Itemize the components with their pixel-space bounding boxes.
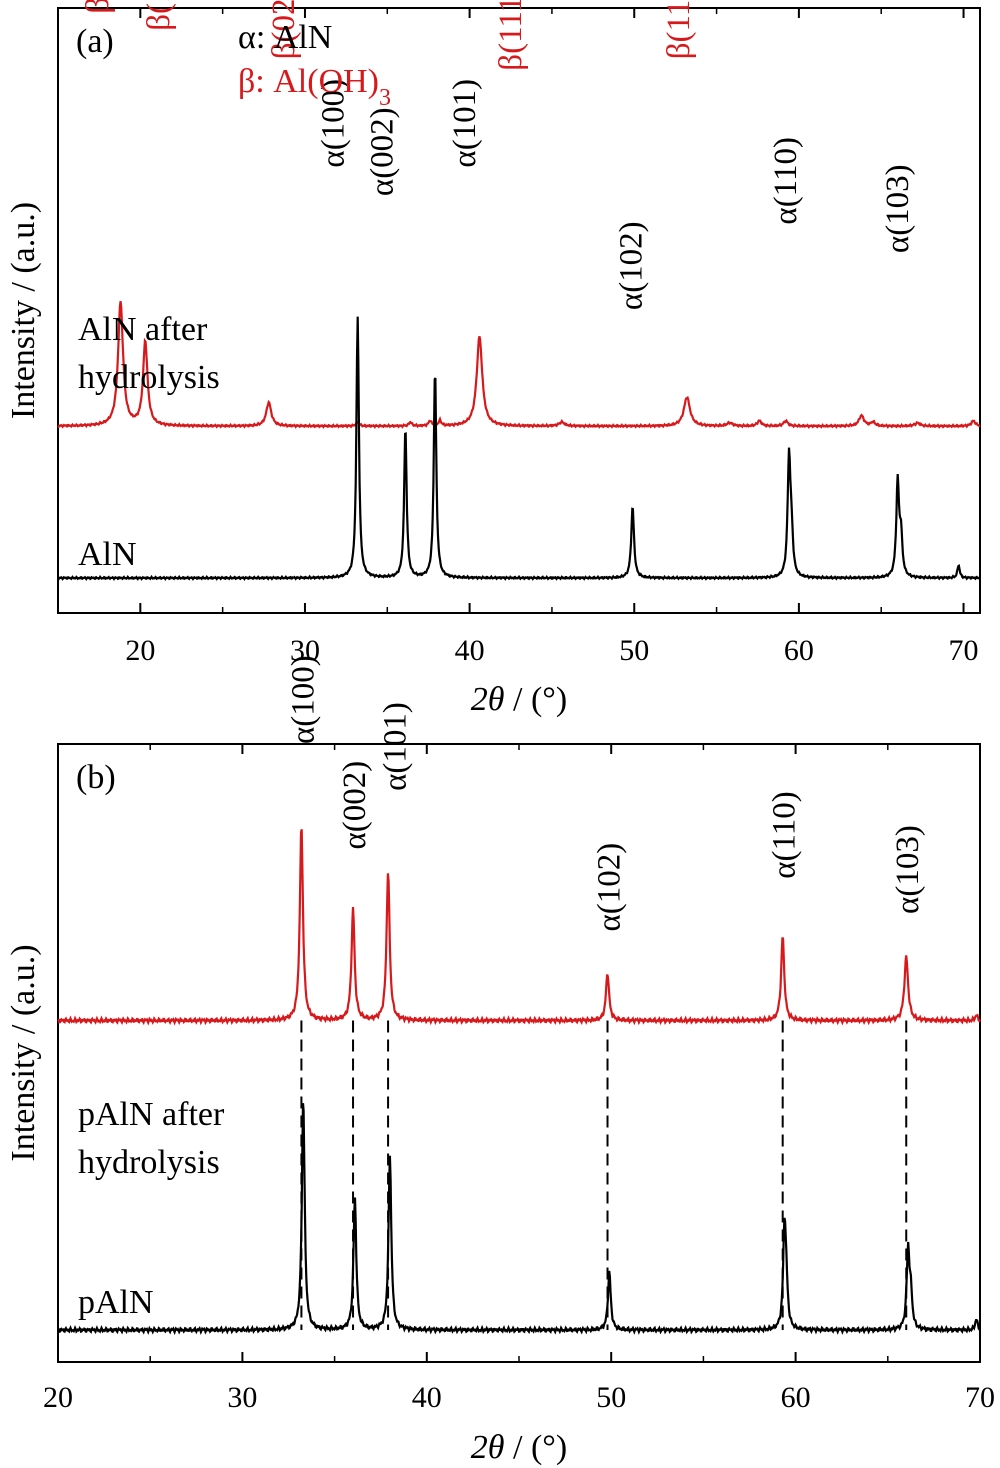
- x-axis-title: 2θ / (°): [471, 681, 567, 718]
- peak-label: β(112): [661, 0, 697, 59]
- x-tick-label: 70: [949, 634, 979, 667]
- series-label: AlN after: [78, 311, 208, 348]
- x-tick-label: 70: [965, 1381, 995, 1414]
- peak-label: α(002): [365, 107, 401, 196]
- x-tick-label: 60: [784, 634, 814, 667]
- x-tick-label: 20: [43, 1381, 73, 1414]
- y-axis-title: Intensity / (a.u.): [5, 944, 42, 1161]
- peak-label: α(102): [592, 843, 628, 932]
- series-label: AlN: [78, 536, 137, 573]
- peak-label: α(103): [880, 164, 916, 253]
- x-tick-label: 60: [781, 1381, 811, 1414]
- peak-label: α(102): [613, 221, 649, 310]
- plot-frame: [57, 743, 981, 1363]
- peak-label: β(110): [141, 0, 177, 31]
- series-label: pAlN after: [78, 1096, 225, 1133]
- plot-frame: [57, 7, 981, 614]
- series-trace-after-hydrolysis: [57, 829, 981, 1026]
- peak-label: α(101): [378, 702, 414, 791]
- peak-label: α(103): [890, 825, 926, 914]
- panel-label: (b): [76, 759, 116, 796]
- x-tick-label: 30: [227, 1381, 257, 1414]
- series-trace-reference: [57, 1103, 981, 1336]
- x-tick-label: 50: [596, 1381, 626, 1414]
- x-tick-label: 40: [455, 634, 485, 667]
- peak-label: β(111): [493, 0, 529, 71]
- peak-label: α(100): [315, 79, 351, 168]
- series-trace-reference: [57, 316, 981, 582]
- panel-b: 20 30 40 50 60 70 2θ / (°) Intensity / (a.u.) (b…: [5, 655, 995, 1466]
- series-trace-after-hydrolysis: [57, 301, 981, 430]
- peak-label: β(001): [80, 0, 116, 14]
- x-tick-label: 40: [412, 1381, 442, 1414]
- x-tick-label: 50: [619, 634, 649, 667]
- x-axis-title: 2θ / (°): [471, 1429, 567, 1466]
- peak-label: α(100): [285, 655, 321, 744]
- peak-label: β(021): [266, 0, 302, 59]
- series-label: hydrolysis: [78, 1144, 220, 1181]
- panel-a: 20 30 40 50 60 70 2θ / (°) Intensity / (a.u.) (a…: [5, 0, 981, 718]
- peak-label: α(002): [337, 761, 373, 850]
- peak-label: α(110): [767, 791, 803, 879]
- legend-entry: α: AlN: [238, 19, 332, 56]
- peak-label: α(101): [447, 79, 483, 168]
- x-tick-label: 30: [290, 634, 320, 667]
- peak-label: α(110): [768, 137, 804, 225]
- panel-label: (a): [76, 23, 114, 60]
- legend-entry: β: Al(OH)3: [238, 63, 391, 111]
- x-tick-label: 20: [125, 634, 155, 667]
- series-label: pAlN: [78, 1284, 154, 1321]
- series-label: hydrolysis: [78, 359, 220, 396]
- y-axis-title: Intensity / (a.u.): [5, 202, 42, 419]
